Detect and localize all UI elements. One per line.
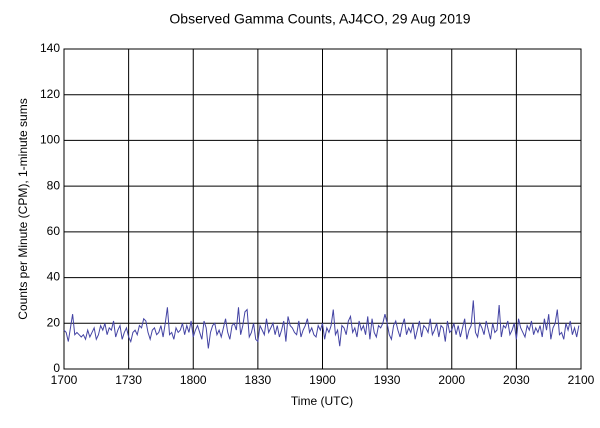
y-tick-label: 20 <box>47 315 61 329</box>
chart-title: Observed Gamma Counts, AJ4CO, 29 Aug 201… <box>169 11 470 27</box>
x-tick-label: 2000 <box>438 373 465 387</box>
y-tick-label: 40 <box>47 270 61 284</box>
x-tick-label: 2030 <box>503 373 530 387</box>
y-tick-label: 120 <box>40 87 60 101</box>
y-tick-label: 0 <box>53 361 60 375</box>
y-tick-label: 100 <box>40 133 60 147</box>
y-tick-label: 140 <box>40 41 60 55</box>
y-tick-label: 80 <box>47 178 61 192</box>
x-tick-label: 1700 <box>51 373 78 387</box>
data-line <box>63 300 580 349</box>
x-tick-label: 2100 <box>568 373 595 387</box>
plot-frame <box>63 48 582 370</box>
y-axis-label: Counts per Minute (CPM), 1-minute sums <box>16 98 30 319</box>
x-tick-label: 1930 <box>374 373 401 387</box>
x-tick-label: 1830 <box>245 373 272 387</box>
x-tick-label: 1900 <box>309 373 336 387</box>
y-tick-label: 60 <box>47 224 61 238</box>
x-tick-label: 1730 <box>115 373 142 387</box>
x-tick-label: 1800 <box>180 373 207 387</box>
x-axis-label: Time (UTC) <box>291 394 353 408</box>
